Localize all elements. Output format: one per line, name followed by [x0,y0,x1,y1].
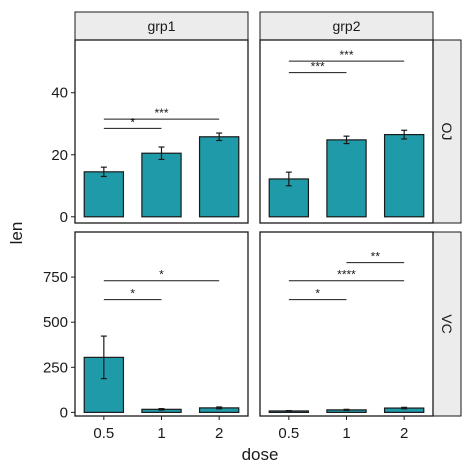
row-strip-VC [432,231,462,417]
y-tick-label: 40 [51,85,68,102]
x-tick-label: 1 [342,425,350,442]
significance-label: *** [339,48,353,62]
y-tick-label: 0 [60,209,68,226]
panel-border [259,39,434,224]
x-axis-title: dose [242,445,279,464]
x-tick-label: 2 [400,425,408,442]
significance-label: *** [154,106,168,120]
bar-1 [141,152,182,218]
significance-label: **** [337,268,356,282]
panel-background [260,232,433,416]
x-tick-label: 2 [215,425,223,442]
y-tick-label: 0 [60,404,68,421]
panel-OJ-grp2: *** *** [259,39,434,224]
row-strip-OJ [432,39,462,224]
panel-VC-grp2: *******0.5 1 2 [259,231,434,442]
row-strip-label-OJ: OJ [439,123,455,141]
column-strip-label-grp2: grp2 [332,18,360,34]
panel-VC-grp1: * * 0.5 1 2 [74,231,249,442]
significance-label: *** [311,60,325,74]
significance-label: * [130,115,135,129]
bar-1 [326,139,367,218]
y-tick-label: 20 [51,147,68,164]
column-strip-grp2 [259,11,434,41]
panel-OJ-grp1: **** [74,39,249,224]
bar-2 [383,134,425,218]
bar-0.5 [83,171,125,218]
x-tick-label: 0.5 [93,425,114,442]
y-tick-label: 750 [43,269,68,286]
column-strip-grp1 [74,11,249,41]
y-axis-title: len [7,222,26,245]
x-tick-label: 0.5 [278,425,299,442]
row-strip-label-VC: VC [439,314,455,333]
significance-label: * [130,287,135,301]
x-tick-label: 1 [157,425,165,442]
panel-border [74,39,249,224]
bar-2 [198,136,240,218]
significance-label: * [315,287,320,301]
significance-label: ** [371,250,381,264]
y-tick-label: 500 [43,314,68,331]
column-strip-label-grp1: grp1 [147,18,175,34]
significance-label: * [159,268,164,282]
y-tick-label: 250 [43,359,68,376]
